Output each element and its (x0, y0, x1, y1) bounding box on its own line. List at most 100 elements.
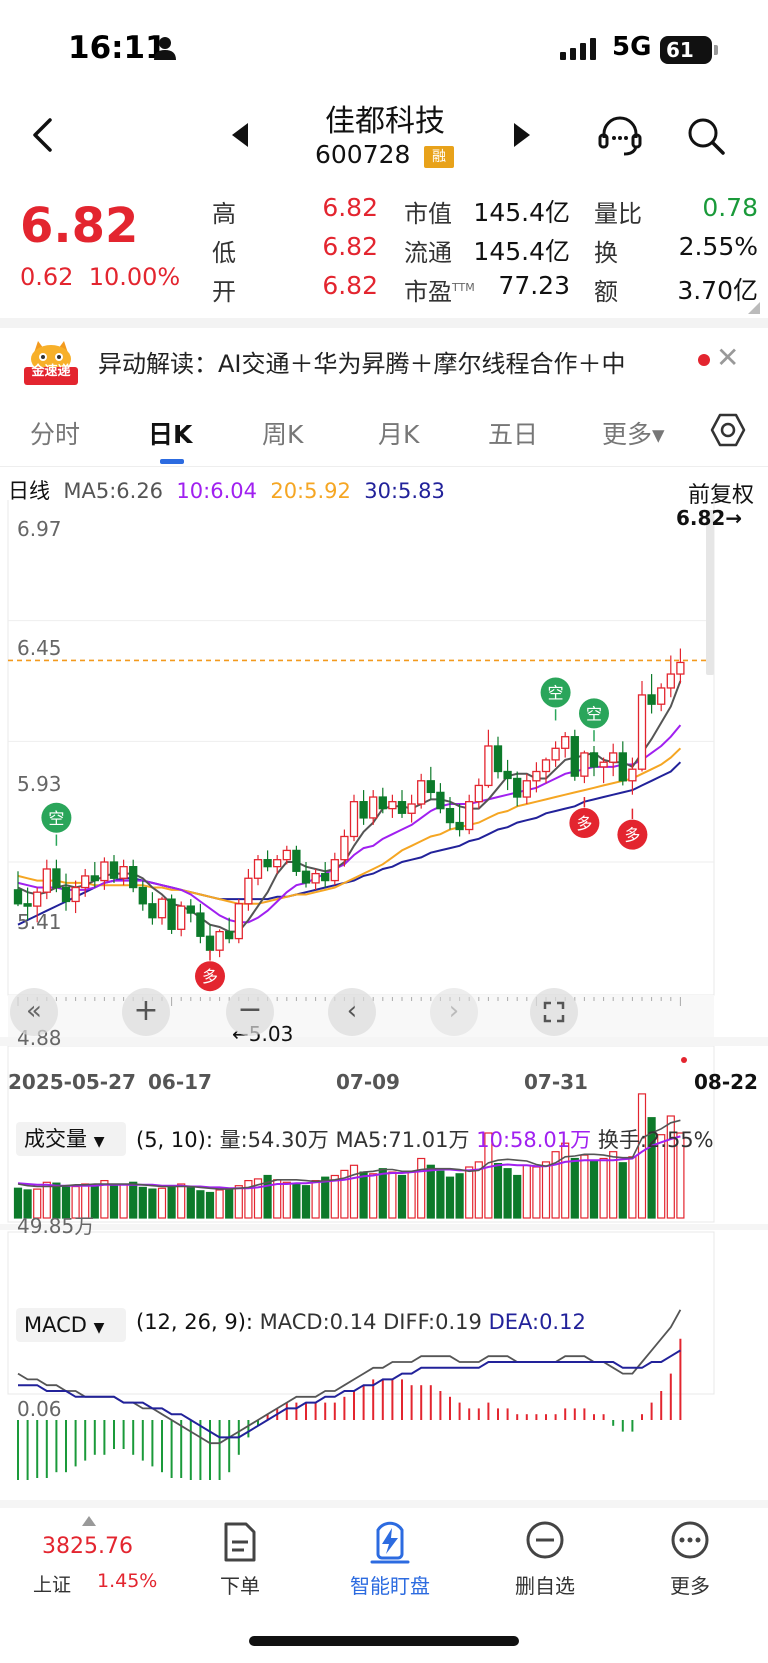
nav-remove-watchlist-label: 删自选 (515, 1574, 575, 1598)
candle-body (455, 821, 464, 831)
signal-marker (195, 961, 225, 992)
signal-marker (579, 698, 609, 729)
fullscreen-button[interactable] (530, 988, 578, 1036)
volume-bar (657, 1134, 666, 1219)
step-forward-button[interactable]: › (430, 988, 478, 1036)
back-icon[interactable] (24, 115, 64, 155)
expand-corner-icon[interactable] (748, 302, 760, 314)
signal-marker (540, 677, 571, 708)
zoom-in-button[interactable]: + (122, 988, 170, 1036)
customer-service-icon[interactable] (598, 114, 642, 158)
volume-bar (493, 1162, 503, 1219)
network-type: 5G (612, 32, 652, 62)
macd-indicator-select[interactable]: MACD ▼ (16, 1308, 126, 1342)
volume-bar (282, 1181, 291, 1219)
status-time: 16:11 (68, 30, 167, 66)
candle-body (234, 903, 243, 940)
volume-bar (273, 1179, 282, 1219)
macd-panel-frame (7, 1231, 715, 1395)
volume-bar (225, 1187, 234, 1219)
volume-legend: (5, 10): 量:54.30万 MA5:71.01万 10:58.01万 换… (136, 1124, 714, 1154)
volume-bar (561, 1142, 570, 1219)
nav-more-button[interactable]: 更多 (650, 1520, 730, 1620)
price-change: 0.62 10.00% (20, 263, 180, 291)
candle-body (359, 801, 368, 819)
turnover-label: 换 (594, 239, 618, 267)
dea-line (18, 1349, 681, 1439)
turnover-value: 2.55% (678, 232, 758, 261)
volume-bar (301, 1185, 311, 1219)
volume-bar (666, 1115, 675, 1219)
tab-monthly-k[interactable]: 月K (378, 420, 420, 449)
order-icon (224, 1522, 256, 1562)
candle-body (407, 803, 416, 814)
volume-bar (129, 1181, 138, 1219)
volume-bar (676, 1132, 685, 1219)
ma30-line (17, 761, 682, 926)
footer-divider (0, 1500, 768, 1508)
more-icon (671, 1521, 709, 1559)
tab-more[interactable]: 更多▾ (602, 420, 665, 449)
ma30-value: 30:5.83 (364, 479, 445, 503)
volume-bar (580, 1154, 589, 1219)
stock-name: 佳都科技 (325, 104, 445, 139)
volume-bar (330, 1174, 339, 1219)
candle-body (474, 784, 483, 803)
candle-body (167, 898, 176, 930)
nav-order-button[interactable]: 下单 (200, 1520, 280, 1620)
volume-bar (186, 1186, 195, 1219)
candle-body (81, 875, 90, 889)
zoom-out-button[interactable]: − (226, 988, 274, 1036)
signal-marker (569, 808, 600, 839)
settings-icon[interactable] (710, 412, 746, 448)
candle-body (90, 875, 99, 882)
y-tick-label: 6.97 (17, 517, 62, 541)
tab-weekly-k[interactable]: 周K (262, 420, 304, 449)
scroll-left-button[interactable]: « (10, 988, 58, 1036)
candle-body (225, 930, 234, 940)
volume-bar (628, 1156, 637, 1219)
volume-bar (522, 1164, 531, 1219)
open-label: 开 (212, 278, 236, 306)
candle-body (570, 736, 579, 777)
step-back-button[interactable]: ‹ (328, 988, 376, 1036)
last-price-marker: 6.82→ (676, 506, 743, 530)
low-value: 6.82 (322, 232, 378, 261)
volume-bar (138, 1186, 147, 1219)
volume-bar (513, 1174, 522, 1219)
volume-bar (196, 1190, 205, 1219)
pe-value: 77.23 (498, 271, 570, 300)
candle-body (369, 796, 378, 819)
x-tick-label: 07-09 (336, 1070, 400, 1094)
volume-bar (417, 1157, 426, 1219)
news-logo-text: 金速递 (31, 364, 71, 379)
adjust-mode-button[interactable]: 前复权 (688, 483, 755, 508)
volume-indicator-select[interactable]: 成交量 ▼ (16, 1122, 126, 1156)
volume-bar (465, 1166, 474, 1219)
news-headline[interactable]: 异动解读：AI交通＋华为昇腾＋摩尔线程合作＋中 (98, 350, 626, 378)
nav-smart-watch-button[interactable]: 智能盯盘 (340, 1520, 440, 1620)
candle-body (61, 886, 71, 903)
prev-stock-icon[interactable] (232, 123, 248, 147)
volume-bar (100, 1179, 109, 1219)
candle-body (599, 761, 608, 768)
close-icon[interactable]: ✕ (716, 341, 740, 374)
index-value: 3825.76 (42, 1534, 133, 1559)
signal-label: 空 (48, 809, 64, 828)
turnover-rate: 换手:2.55% (597, 1128, 714, 1152)
volume-bar (445, 1176, 455, 1219)
search-icon[interactable] (686, 116, 726, 156)
volume-params: (5, 10): (136, 1128, 213, 1152)
volume-bar (23, 1189, 32, 1219)
macd-indicator-label: MACD (24, 1313, 87, 1337)
candle-body (109, 861, 119, 879)
tab-five-day[interactable]: 五日 (488, 420, 539, 449)
candle-body (273, 859, 282, 868)
tab-intraday[interactable]: 分时 (30, 420, 81, 449)
ma10-value: 10:6.04 (176, 479, 257, 503)
next-stock-icon[interactable] (514, 123, 530, 147)
tab-daily-k[interactable]: 日K (148, 420, 193, 449)
nav-remove-watchlist-button[interactable]: 删自选 (500, 1520, 590, 1620)
macd-params: (12, 26, 9): (136, 1310, 253, 1334)
